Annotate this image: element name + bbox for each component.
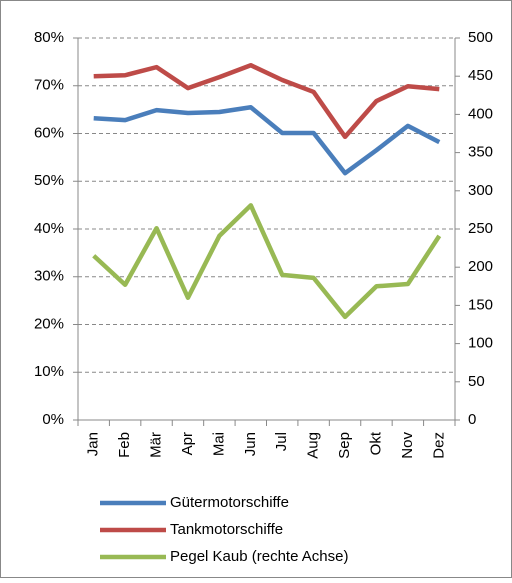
y2-tick-label: 200	[468, 258, 493, 275]
x-tick-label: Apr	[179, 432, 196, 455]
y2-tick-label: 0	[468, 411, 476, 428]
y-tick-label: 0%	[42, 411, 64, 428]
y-tick-label: 80%	[34, 29, 64, 46]
y2-tick-label: 300	[468, 182, 493, 199]
x-tick-label: Sep	[336, 432, 353, 459]
y2-tick-label: 350	[468, 144, 493, 161]
legend-label: Tankmotorschiffe	[170, 521, 283, 538]
y2-tick-label: 450	[468, 67, 493, 84]
y2-tick-label: 400	[468, 105, 493, 122]
y2-tick-label: 150	[468, 296, 493, 313]
x-tick-label: Okt	[367, 431, 384, 455]
y2-tick-label: 100	[468, 335, 493, 352]
y-tick-label: 10%	[34, 363, 64, 380]
x-tick-label: Aug	[305, 432, 322, 459]
legend-label: Gütermotorschiffe	[170, 494, 289, 511]
y2-tick-label: 500	[468, 29, 493, 46]
y-tick-label: 70%	[34, 77, 64, 94]
y-tick-label: 50%	[34, 172, 64, 189]
x-tick-label: Dez	[430, 432, 447, 459]
x-tick-label: Mär	[148, 432, 165, 458]
y-tick-label: 20%	[34, 315, 64, 332]
y-tick-label: 30%	[34, 268, 64, 285]
line-series	[92, 203, 442, 320]
y2-tick-label: 50	[468, 373, 485, 390]
x-tick-label: Nov	[399, 432, 416, 459]
line-series	[93, 62, 440, 140]
line-series	[93, 104, 441, 176]
x-tick-label: Jul	[273, 432, 290, 451]
y-tick-label: 60%	[34, 124, 64, 141]
x-tick-label: Jun	[242, 432, 259, 456]
y-tick-label: 40%	[34, 220, 64, 237]
legend-label: Pegel Kaub (rechte Achse)	[170, 548, 348, 565]
x-tick-label: Feb	[116, 432, 133, 458]
x-tick-label: Mai	[210, 432, 227, 456]
y2-tick-label: 250	[468, 220, 493, 237]
x-tick-label: Jan	[85, 432, 102, 456]
